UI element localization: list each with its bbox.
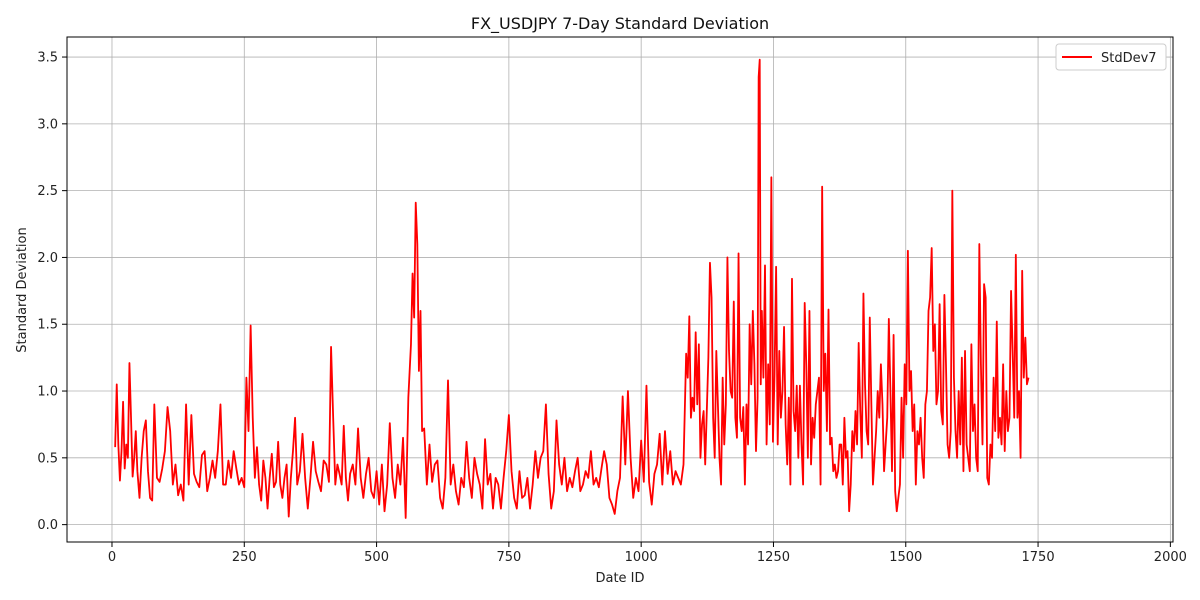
x-tick-label: 1250 bbox=[757, 550, 790, 565]
y-tick-label: 3.5 bbox=[37, 51, 58, 66]
x-tick-label: 0 bbox=[108, 550, 116, 565]
plot-frame bbox=[66, 36, 1174, 543]
y-axis-label: Standard Deviation bbox=[15, 227, 30, 352]
y-tick-label: 1.0 bbox=[37, 385, 58, 400]
y-tick-label: 0.5 bbox=[37, 451, 58, 466]
x-tick-label: 1000 bbox=[625, 550, 658, 565]
y-tick-label: 1.5 bbox=[37, 318, 58, 333]
legend-box bbox=[1055, 43, 1167, 71]
x-tick-label: 250 bbox=[232, 550, 257, 565]
chart-title: FX_USDJPY 7-Day Standard Deviation bbox=[471, 14, 769, 34]
x-axis: 0 250 500 750 1000 1250 1500 1750 2000 bbox=[108, 542, 1187, 565]
x-tick-label: 750 bbox=[496, 550, 521, 565]
y-tick-label: 0.0 bbox=[37, 518, 58, 533]
plot-area bbox=[66, 36, 1174, 543]
x-tick-label: 2000 bbox=[1154, 550, 1187, 565]
x-tick-label: 1500 bbox=[889, 550, 922, 565]
y-tick-label: 2.0 bbox=[37, 251, 58, 266]
x-tick-label: 500 bbox=[364, 550, 389, 565]
y-axis: 0.0 0.5 1.0 1.5 2.0 2.5 3.0 3.5 bbox=[37, 51, 67, 533]
series-layer bbox=[114, 58, 1030, 519]
y-tick-label: 2.5 bbox=[37, 184, 58, 199]
legend-label-stddev7: StdDev7 bbox=[1101, 51, 1157, 66]
x-tick-label: 1750 bbox=[1022, 550, 1055, 565]
series-line-stddev7 bbox=[114, 58, 1030, 519]
legend: StdDev7 bbox=[1055, 43, 1167, 71]
x-axis-label: Date ID bbox=[595, 571, 644, 586]
y-tick-label: 3.0 bbox=[37, 117, 58, 132]
